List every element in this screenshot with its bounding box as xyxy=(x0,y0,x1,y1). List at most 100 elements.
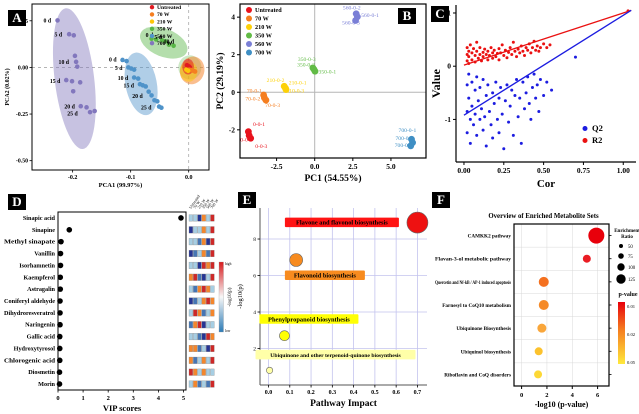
svg-text:100: 100 xyxy=(628,266,636,271)
svg-text:4: 4 xyxy=(157,395,161,402)
svg-text:0.02: 0.02 xyxy=(627,332,636,337)
svg-text:3: 3 xyxy=(132,395,136,402)
svg-text:-0.50: -0.50 xyxy=(16,159,28,165)
svg-text:Enrichment: Enrichment xyxy=(614,229,639,234)
svg-text:6: 6 xyxy=(596,392,600,399)
svg-text:0.4: 0.4 xyxy=(350,390,358,396)
svg-text:Untreated: Untreated xyxy=(157,5,182,11)
svg-text:350 W: 350 W xyxy=(255,33,273,40)
svg-text:1: 1 xyxy=(447,8,451,17)
svg-text:Ubiquinone and other terpenoid: Ubiquinone and other terpenoid-quinone b… xyxy=(270,353,401,359)
svg-text:Kaempferol: Kaempferol xyxy=(23,274,55,281)
svg-text:Riboflavin and CoQ disorders: Riboflavin and CoQ disorders xyxy=(444,372,511,378)
svg-text:Isorhamnetin: Isorhamnetin xyxy=(19,262,55,269)
svg-text:-0.2: -0.2 xyxy=(68,175,78,181)
svg-text:-log10(p): -log10(p) xyxy=(228,287,233,306)
svg-text:700 W: 700 W xyxy=(209,198,219,210)
svg-text:PC1 (54.55%): PC1 (54.55%) xyxy=(305,173,362,184)
svg-text:210-0-3: 210-0-3 xyxy=(287,88,305,94)
svg-text:0.7: 0.7 xyxy=(414,390,422,396)
svg-text:0 d: 0 d xyxy=(43,18,51,24)
svg-text:350-0-3: 350-0-3 xyxy=(298,57,316,63)
svg-text:0.50: 0.50 xyxy=(537,166,550,175)
svg-text:125: 125 xyxy=(628,278,636,283)
svg-text:Coniferyl aldehyde: Coniferyl aldehyde xyxy=(4,298,55,305)
svg-text:210 W: 210 W xyxy=(255,24,273,31)
svg-text:0 d: 0 d xyxy=(146,33,154,39)
svg-text:700-0-3: 700-0-3 xyxy=(396,136,414,142)
svg-text:15 d: 15 d xyxy=(124,84,135,90)
svg-text:700-0-1: 700-0-1 xyxy=(399,128,417,134)
panel-c-permutation-plot: 0.00 0.25 0.50 0.75 1.00 1 0 -1 Cor Value Q2 R2 xyxy=(430,5,636,190)
svg-text:Quercetin and Nf-kB / AP-1 ind: Quercetin and Nf-kB / AP-1 induced apopt… xyxy=(435,280,511,286)
svg-text:5 d: 5 d xyxy=(115,66,123,72)
svg-text:low: low xyxy=(225,329,231,333)
svg-text:560 W: 560 W xyxy=(157,34,173,40)
svg-text:0.25: 0.25 xyxy=(497,166,510,175)
svg-text:Cor: Cor xyxy=(537,178,555,190)
svg-text:Vanillin: Vanillin xyxy=(34,251,55,258)
svg-text:CAMKK2 pathway: CAMKK2 pathway xyxy=(468,234,512,240)
svg-text:560-0-3: 560-0-3 xyxy=(342,20,360,26)
svg-text:0.3: 0.3 xyxy=(329,390,337,396)
svg-text:70-0-2: 70-0-2 xyxy=(245,97,260,103)
panel-b-pca-plot: 0-0-1 0-0-20-0-3 70-0-1 70-0-2 70-0-3 210-0-2… xyxy=(215,3,427,184)
svg-text:20 d: 20 d xyxy=(132,94,143,100)
svg-text:560-0-2: 560-0-2 xyxy=(343,6,361,12)
svg-text:Ratio: Ratio xyxy=(621,235,633,240)
svg-text:5: 5 xyxy=(182,395,186,402)
svg-text:VIP scores: VIP scores xyxy=(103,403,142,413)
svg-text:2.5: 2.5 xyxy=(348,162,358,171)
svg-text:4: 4 xyxy=(231,13,235,22)
svg-text:20 d: 20 d xyxy=(64,105,75,111)
svg-text:350 W: 350 W xyxy=(201,198,211,210)
svg-text:Sinapine: Sinapine xyxy=(32,227,55,234)
svg-text:0.05: 0.05 xyxy=(627,360,636,365)
svg-text:0-0-3: 0-0-3 xyxy=(255,144,267,150)
svg-text:2: 2 xyxy=(107,395,110,402)
svg-text:0.6: 0.6 xyxy=(392,390,400,396)
svg-text:Sinapic acid: Sinapic acid xyxy=(23,215,56,222)
panel-e-pathway-plot: Flavone and flavonol biosynthesis Flavono… xyxy=(237,208,429,409)
svg-text:0-0-1: 0-0-1 xyxy=(253,122,265,128)
svg-text:-0.25: -0.25 xyxy=(16,112,28,118)
svg-text:-2: -2 xyxy=(229,125,235,134)
svg-text:1: 1 xyxy=(81,395,84,402)
svg-text:Chlorogenic acid: Chlorogenic acid xyxy=(4,357,56,364)
svg-text:210-0-2: 210-0-2 xyxy=(267,78,285,84)
svg-text:350 W: 350 W xyxy=(157,27,173,33)
svg-text:0: 0 xyxy=(231,88,235,97)
panel-e-label: E xyxy=(238,192,256,208)
svg-text:Ubiquinone Biosynthesis: Ubiquinone Biosynthesis xyxy=(456,326,511,332)
svg-text:Astragalin: Astragalin xyxy=(27,286,55,293)
svg-text:4: 4 xyxy=(253,310,256,316)
panel-d-label: D xyxy=(8,194,26,210)
svg-text:6: 6 xyxy=(253,274,256,280)
svg-text:210 W: 210 W xyxy=(196,198,206,210)
svg-text:560 W: 560 W xyxy=(205,198,215,210)
panel-a-label: A xyxy=(8,10,26,26)
svg-text:5.0: 5.0 xyxy=(386,162,396,171)
svg-text:2: 2 xyxy=(545,392,548,399)
svg-text:25 d: 25 d xyxy=(141,106,152,112)
svg-text:350-0-2: 350-0-2 xyxy=(297,62,315,68)
svg-text:210-0-1: 210-0-1 xyxy=(289,80,307,86)
svg-text:PCA2 (0.02%): PCA2 (0.02%) xyxy=(4,68,11,105)
svg-text:Flavone and flavonol biosynthe: Flavone and flavonol biosynthesis xyxy=(296,220,388,227)
svg-text:5 d: 5 d xyxy=(154,35,162,41)
svg-text:Gallic acid: Gallic acid xyxy=(27,334,56,341)
svg-text:0.00: 0.00 xyxy=(18,65,28,71)
svg-text:350-0-1: 350-0-1 xyxy=(319,69,337,75)
svg-text:-log10(p): -log10(p) xyxy=(237,284,244,309)
svg-text:210 W: 210 W xyxy=(157,19,173,25)
svg-text:10 d: 10 d xyxy=(164,39,175,45)
svg-text:700 W: 700 W xyxy=(157,41,173,47)
svg-text:Value: Value xyxy=(430,68,443,98)
panel-f-enrichment-plot: Overview of Enriched Metabolite Sets CAMK… xyxy=(435,213,639,409)
svg-text:Naringenin: Naringenin xyxy=(25,322,55,329)
svg-text:0: 0 xyxy=(520,392,523,399)
svg-text:0.01: 0.01 xyxy=(627,304,636,309)
svg-text:-1: -1 xyxy=(445,115,451,124)
svg-text:0.0: 0.0 xyxy=(310,162,320,171)
svg-text:70 W: 70 W xyxy=(192,199,201,209)
